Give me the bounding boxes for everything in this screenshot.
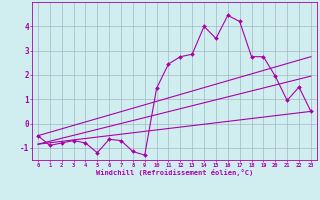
- X-axis label: Windchill (Refroidissement éolien,°C): Windchill (Refroidissement éolien,°C): [96, 169, 253, 176]
